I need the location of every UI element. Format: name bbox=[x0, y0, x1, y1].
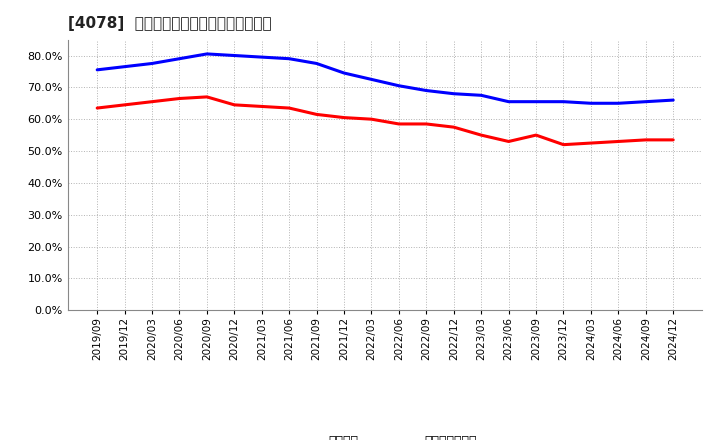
固定長期適合率 bbox=[175, 96, 184, 101]
固定長期適合率 bbox=[202, 94, 211, 99]
Line: 固定長期適合率: 固定長期適合率 bbox=[97, 97, 673, 145]
固定比率 bbox=[202, 51, 211, 57]
固定比率 bbox=[367, 77, 376, 82]
固定比率 bbox=[642, 99, 650, 104]
固定長期適合率 bbox=[340, 115, 348, 120]
固定比率 bbox=[477, 93, 485, 98]
固定比率 bbox=[93, 67, 102, 73]
固定長期適合率 bbox=[230, 102, 238, 107]
固定比率 bbox=[504, 99, 513, 104]
固定比率 bbox=[258, 55, 266, 60]
固定長期適合率 bbox=[93, 106, 102, 111]
固定比率 bbox=[559, 99, 568, 104]
固定比率 bbox=[395, 83, 403, 88]
固定比率 bbox=[422, 88, 431, 93]
固定比率 bbox=[120, 64, 129, 69]
固定比率 bbox=[148, 61, 156, 66]
固定長期適合率 bbox=[642, 137, 650, 143]
固定比率 bbox=[312, 61, 321, 66]
固定長期適合率 bbox=[669, 137, 678, 143]
固定長期適合率 bbox=[504, 139, 513, 144]
固定長期適合率 bbox=[285, 106, 294, 111]
Text: [4078]  固定比率、固定長期適合率の推移: [4078] 固定比率、固定長期適合率の推移 bbox=[68, 16, 272, 32]
固定長期適合率 bbox=[614, 139, 623, 144]
Line: 固定比率: 固定比率 bbox=[97, 54, 673, 103]
固定長期適合率 bbox=[367, 117, 376, 122]
固定比率 bbox=[230, 53, 238, 58]
固定比率 bbox=[285, 56, 294, 61]
固定比率 bbox=[614, 101, 623, 106]
固定長期適合率 bbox=[559, 142, 568, 147]
固定長期適合率 bbox=[477, 132, 485, 138]
固定長期適合率 bbox=[312, 112, 321, 117]
固定長期適合率 bbox=[422, 121, 431, 127]
固定比率 bbox=[340, 70, 348, 76]
固定長期適合率 bbox=[148, 99, 156, 104]
固定長期適合率 bbox=[258, 104, 266, 109]
固定長期適合率 bbox=[395, 121, 403, 127]
固定長期適合率 bbox=[120, 102, 129, 107]
固定長期適合率 bbox=[532, 132, 541, 138]
固定比率 bbox=[175, 56, 184, 61]
Legend: 固定比率, 固定長期適合率: 固定比率, 固定長期適合率 bbox=[288, 430, 482, 440]
固定長期適合率 bbox=[449, 125, 458, 130]
固定比率 bbox=[449, 91, 458, 96]
固定比率 bbox=[532, 99, 541, 104]
固定比率 bbox=[669, 97, 678, 103]
固定比率 bbox=[587, 101, 595, 106]
固定長期適合率 bbox=[587, 140, 595, 146]
